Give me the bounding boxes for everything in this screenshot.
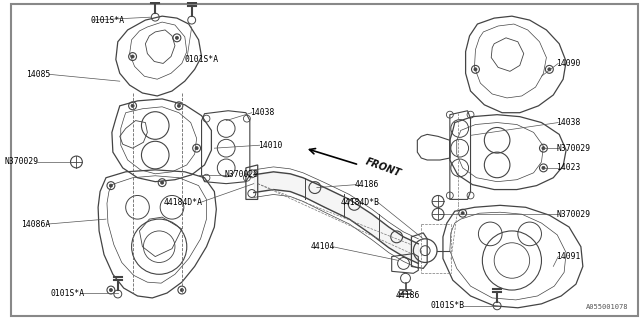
Circle shape — [461, 212, 464, 215]
Circle shape — [161, 181, 164, 184]
Text: 0101S*B: 0101S*B — [431, 301, 465, 310]
Text: 14023: 14023 — [556, 164, 580, 172]
Circle shape — [109, 288, 113, 292]
Text: N370029: N370029 — [224, 170, 259, 179]
Circle shape — [542, 147, 545, 150]
Text: 14086A: 14086A — [20, 220, 50, 228]
Text: 14091: 14091 — [556, 252, 580, 261]
Text: 44186: 44186 — [396, 292, 420, 300]
Circle shape — [175, 36, 179, 39]
Text: 44186: 44186 — [355, 180, 379, 189]
Text: 14038: 14038 — [250, 108, 274, 117]
Circle shape — [474, 68, 477, 71]
Text: 0101S*A: 0101S*A — [90, 16, 124, 25]
Text: FRONT: FRONT — [364, 157, 403, 179]
Circle shape — [180, 288, 184, 292]
Text: 44104: 44104 — [310, 242, 335, 251]
Text: 14038: 14038 — [556, 118, 580, 127]
Circle shape — [131, 104, 134, 108]
Text: N370029: N370029 — [556, 144, 590, 153]
Circle shape — [195, 147, 198, 150]
Circle shape — [109, 184, 113, 187]
Text: 44184D*A: 44184D*A — [164, 198, 202, 207]
Circle shape — [131, 55, 134, 58]
Text: A055001078: A055001078 — [586, 304, 628, 310]
Text: N370029: N370029 — [5, 157, 39, 166]
Text: 44184D*B: 44184D*B — [341, 198, 380, 207]
Text: 14010: 14010 — [258, 141, 282, 150]
Text: 14090: 14090 — [556, 59, 580, 68]
Text: N370029: N370029 — [556, 210, 590, 219]
Circle shape — [548, 68, 551, 71]
Text: 0101S*A: 0101S*A — [50, 289, 84, 298]
Text: 14085: 14085 — [26, 70, 51, 79]
Text: 0101S*A: 0101S*A — [185, 55, 219, 64]
Circle shape — [542, 166, 545, 170]
Circle shape — [177, 104, 180, 108]
